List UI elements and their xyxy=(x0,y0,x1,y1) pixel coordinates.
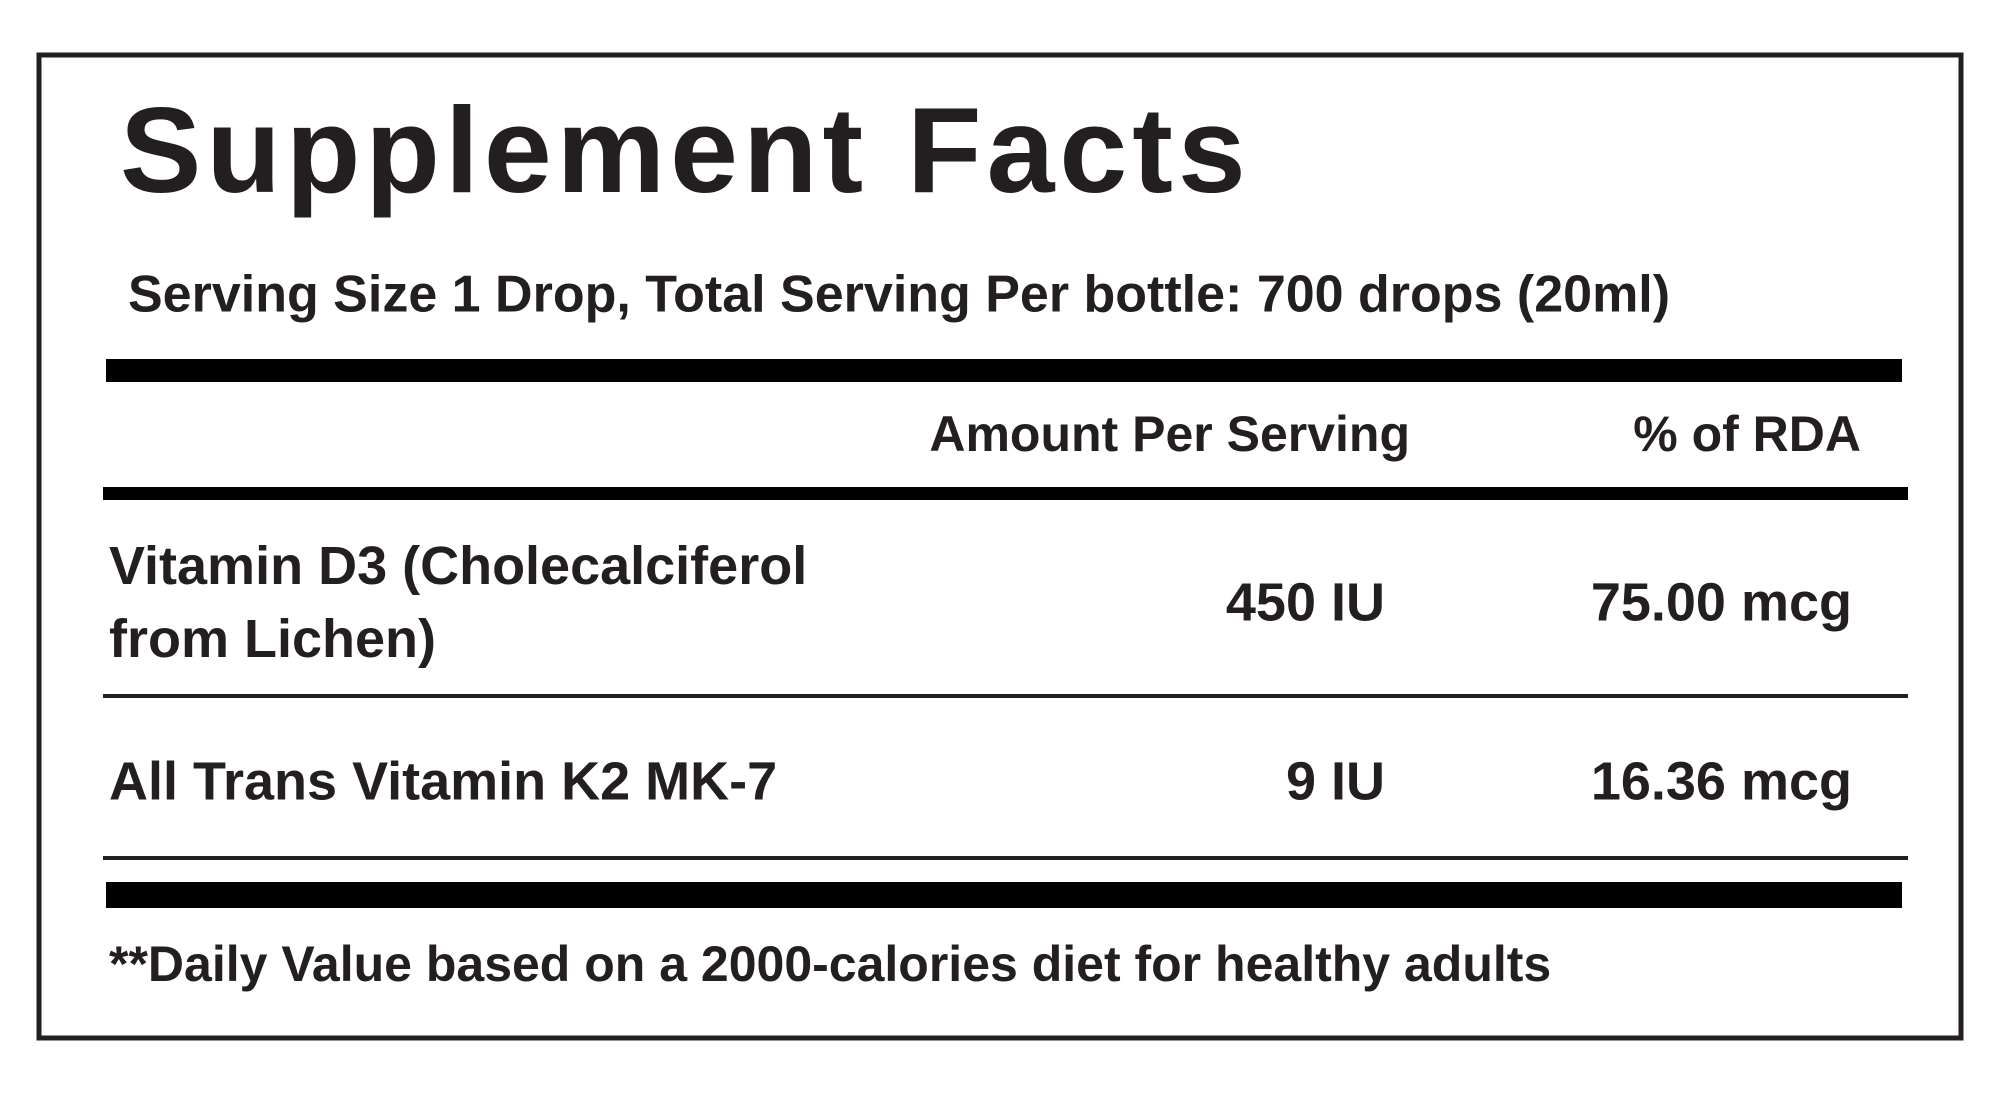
nutrient-name: All Trans Vitamin K2 MK-7 xyxy=(109,751,777,811)
rda: 16.36 mcg xyxy=(1591,751,1852,811)
nutrient-name: Vitamin D3 (Cholecalciferol xyxy=(109,536,807,596)
row-rule xyxy=(103,856,1908,860)
serving-size: Serving Size 1 Drop, Total Serving Per b… xyxy=(128,266,1670,324)
thick-rule xyxy=(106,882,1902,908)
column-header: % of RDA xyxy=(1633,406,1861,462)
footnote: **Daily Value based on a 2000-calories d… xyxy=(109,936,1551,992)
row-rule xyxy=(103,694,1908,698)
amount: 450 IU xyxy=(1226,572,1385,632)
medium-rule xyxy=(103,487,1908,500)
border xyxy=(36,52,1964,1041)
thick-rule xyxy=(106,359,1902,382)
amount: 9 IU xyxy=(1286,751,1385,811)
rda: 75.00 mcg xyxy=(1591,572,1852,632)
title: Supplement Facts xyxy=(120,82,1251,218)
column-header: Amount Per Serving xyxy=(929,406,1410,462)
nutrient-name: from Lichen) xyxy=(109,609,436,669)
